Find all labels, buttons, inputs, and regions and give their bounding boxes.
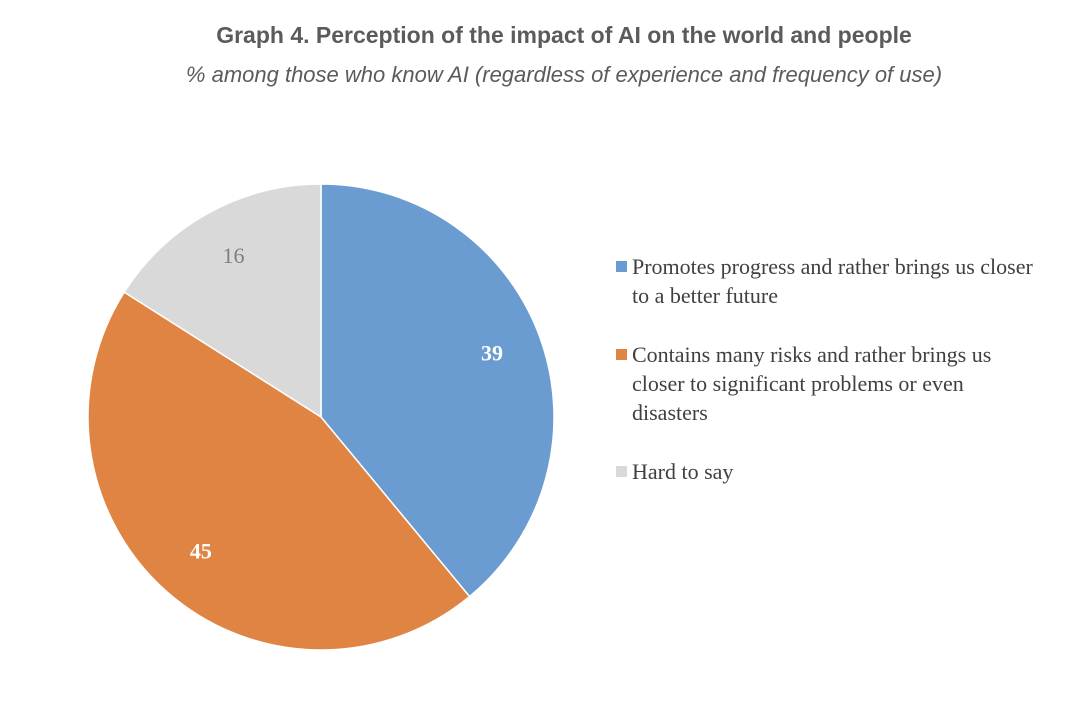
- legend-label-risks: Contains many risks and rather brings us…: [632, 342, 992, 425]
- pie-slice-progress: [320, 183, 555, 598]
- legend-item-hard-to-say: Hard to say: [616, 457, 1036, 486]
- legend: Promotes progress and rather brings us c…: [616, 252, 1036, 516]
- chart-subtitle: % among those who know AI (regardless of…: [185, 62, 943, 87]
- pie-slice-risks: [87, 291, 471, 651]
- pie-label-progress: 39: [481, 340, 503, 365]
- legend-label-hard-to-say: Hard to say: [632, 459, 734, 484]
- legend-label-progress: Promotes progress and rather brings us c…: [632, 254, 1033, 308]
- legend-item-progress: Promotes progress and rather brings us c…: [616, 252, 1036, 310]
- pie-slice-hard-to-say: [123, 183, 322, 419]
- pie-label-hard-to-say: 16: [222, 243, 244, 268]
- legend-swatch-hard-to-say: [616, 466, 627, 477]
- chart-title: Graph 4. Perception of the impact of AI …: [216, 22, 912, 48]
- legend-swatch-risks: [616, 349, 627, 360]
- legend-swatch-progress: [616, 261, 627, 272]
- pie-label-risks: 45: [190, 538, 212, 563]
- legend-item-risks: Contains many risks and rather brings us…: [616, 340, 1036, 427]
